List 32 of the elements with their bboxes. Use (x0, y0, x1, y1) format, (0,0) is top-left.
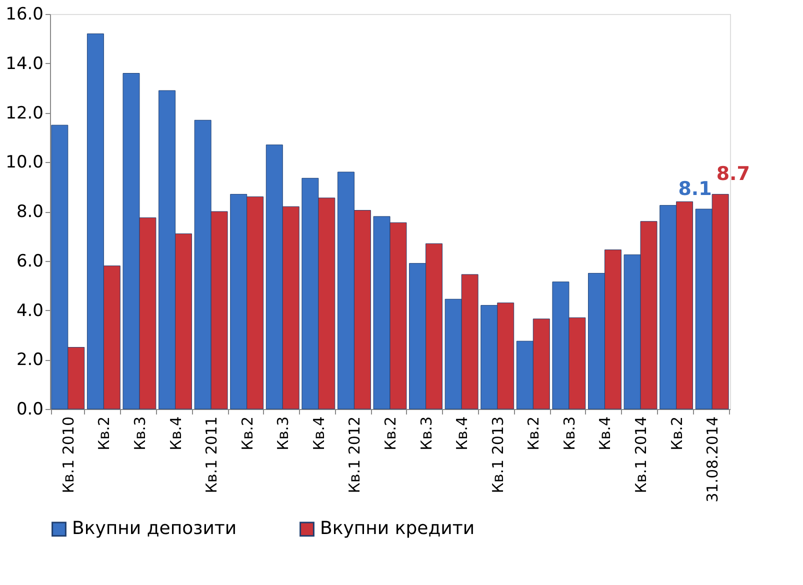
x-tick-label: Кв.4 (453, 416, 472, 450)
x-tick-label: Кв.1 2014 (632, 416, 650, 494)
x-tick-label: Кв.3 (560, 416, 578, 450)
x-tick-label: Кв.2 (238, 416, 256, 450)
y-tick-label: 2.0 (16, 350, 44, 370)
y-tick-label: 10.0 (6, 152, 44, 173)
data-label: 8.7 (716, 163, 750, 186)
x-tick-label: Кв.2 (95, 416, 114, 450)
x-tick-label: Кв.1 2012 (346, 416, 364, 494)
y-tick-label: 14.0 (6, 54, 44, 74)
y-tick-label: 0.0 (16, 400, 44, 420)
x-tick-label: Кв.4 (310, 416, 328, 450)
x-tick-label: Кв.3 (417, 416, 436, 450)
y-tick-label: 12.0 (6, 103, 44, 124)
data-label: 8.1 (678, 178, 712, 200)
x-tick-label: Кв.2 (382, 416, 400, 450)
x-tick-label: Кв.1 2010 (59, 416, 78, 494)
x-tick-label: 31.08.2014 (704, 416, 722, 502)
x-tick-label: Кв.2 (524, 416, 543, 450)
y-tick-label: 16.0 (6, 4, 44, 24)
legend-label: Вкупни депозити (72, 518, 237, 540)
x-tick-label: Кв.4 (166, 416, 185, 450)
x-tick-label: Кв.3 (274, 416, 292, 450)
x-tick-label: Кв.2 (668, 416, 686, 450)
y-tick-label: 8.0 (16, 202, 44, 222)
y-tick-label: 6.0 (16, 251, 44, 272)
x-tick-label: Кв.3 (130, 416, 149, 450)
x-tick-label: Кв.4 (596, 416, 614, 450)
y-tick-label: 4.0 (16, 300, 44, 321)
x-tick-label: Кв.1 2011 (202, 416, 221, 494)
x-tick-label: Кв.1 2013 (488, 416, 507, 494)
legend-label: Вкупни кредити (320, 518, 475, 540)
